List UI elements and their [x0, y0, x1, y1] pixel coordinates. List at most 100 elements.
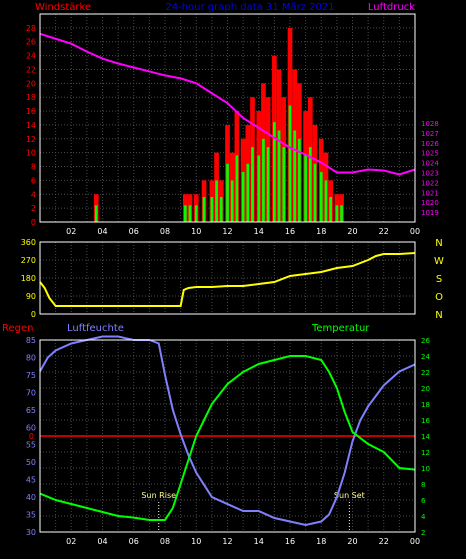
y2-tick-label: 2: [421, 529, 425, 537]
y2-tick-label: 16: [421, 417, 430, 425]
y-tick-label: 6: [31, 176, 36, 185]
wind-title: Windstärke: [35, 2, 91, 13]
wind-chart-frame: [39, 13, 416, 223]
y-tick-label: 70: [26, 388, 36, 397]
direction-chart-frame: [39, 241, 416, 315]
y2-tick-label: 1023: [421, 169, 439, 177]
humidity-title: Luftfeuchte: [67, 323, 124, 334]
y2-tick-label: 4: [421, 513, 426, 521]
wind-speed-bar: [335, 205, 339, 222]
y2-tick-label: 1024: [421, 160, 439, 168]
wind-speed-bar: [94, 205, 98, 222]
x-tick-label: 08: [160, 227, 170, 236]
y-tick-label: 12: [26, 135, 36, 144]
wind-speed-bar: [304, 155, 307, 222]
wind-speed-bar: [251, 147, 254, 222]
wind-speed-bar: [308, 147, 312, 222]
y2-tick-label: 1019: [421, 209, 439, 217]
y-tick-label: 180: [21, 274, 36, 283]
y-tick-label: 14: [26, 121, 36, 130]
x-tick-label: 12: [222, 537, 232, 546]
x-tick-label: 10: [191, 227, 201, 236]
y2-tick-label: 22: [421, 369, 430, 377]
y-tick-label: 360: [21, 238, 36, 247]
wind-speed-bar: [235, 155, 239, 222]
y-tick-label: 26: [26, 38, 36, 47]
y-tick-label: 60: [26, 423, 36, 432]
y-tick-label: 16: [26, 107, 36, 116]
y-tick-label: 65: [26, 406, 36, 415]
wind-speed-bar: [324, 180, 328, 222]
x-tick-label: 18: [316, 227, 326, 236]
x-tick-label: 04: [97, 227, 107, 236]
y-tick-label: 75: [26, 371, 36, 380]
temperature-title: Temperatur: [311, 323, 370, 334]
wind-speed-bar: [230, 180, 234, 222]
humidity-line: [39, 335, 416, 527]
x-tick-label: 12: [222, 227, 232, 236]
y2-tick-label: 12: [421, 449, 430, 457]
y-tick-label: 35: [26, 511, 36, 520]
wind-speed-bar: [226, 163, 229, 222]
x-tick-label: 00: [410, 537, 420, 546]
rain-title: Regen: [2, 323, 34, 334]
y-tick-label: 28: [26, 24, 36, 33]
wind-speed-bar: [277, 130, 281, 222]
humidity-temperature-chart: 3035404550556065707580852468101214161820…: [26, 335, 430, 546]
y2-tick-label: 1022: [421, 179, 439, 187]
x-tick-label: 22: [379, 537, 389, 546]
x-tick-label: 08: [160, 537, 170, 546]
x-tick-label: 06: [129, 537, 139, 546]
wind-speed-bar: [340, 205, 343, 222]
y2-tick-label: 10: [421, 465, 430, 473]
wind-speed-bar: [288, 105, 292, 222]
pressure-line: [39, 32, 416, 176]
wind-speed-bar: [257, 155, 261, 222]
sunrise-label: Sun Rise: [141, 491, 176, 500]
y2-tick-label: 1021: [421, 189, 439, 197]
wind-speed-bar: [329, 197, 332, 222]
y2-tick-label: 1025: [421, 150, 439, 158]
y-tick-label: 80: [26, 353, 36, 362]
y-tick-label: 4: [31, 190, 36, 199]
x-tick-label: 04: [97, 537, 107, 546]
graph-date-title: 24-hour graph data 31 März 2021: [165, 2, 334, 13]
y-tick-label: 40: [26, 493, 36, 502]
y-tick-label: 0: [31, 218, 36, 227]
x-tick-label: 02: [66, 537, 76, 546]
x-tick-label: 20: [347, 227, 357, 236]
x-tick-label: 14: [254, 537, 264, 546]
temperature-line: [39, 355, 416, 521]
compass-label: W: [434, 256, 444, 267]
x-tick-label: 22: [379, 227, 389, 236]
y2-tick-label: 26: [421, 337, 430, 345]
y2-tick-label: 1020: [421, 199, 439, 207]
y-tick-label: 24: [26, 52, 36, 61]
wind-speed-bar: [215, 180, 218, 222]
y-tick-label: 30: [26, 528, 36, 537]
y-tick-label: 18: [26, 93, 36, 102]
direction-line: [39, 252, 416, 307]
wind-speed-bar: [266, 147, 270, 222]
pressure-title: Luftdruck: [368, 2, 415, 13]
rain-zero-label: 0: [29, 432, 34, 441]
wind-speed-bar: [313, 163, 317, 222]
y-tick-label: 90: [26, 292, 36, 301]
wind-speed-bar: [273, 122, 276, 222]
y-tick-label: 50: [26, 458, 36, 467]
y-tick-label: 2: [31, 204, 36, 213]
y-tick-label: 270: [21, 256, 36, 265]
x-tick-label: 18: [316, 537, 326, 546]
y2-tick-label: 1028: [421, 120, 439, 128]
wind-speed-bar: [298, 138, 301, 222]
wind-speed-bar: [241, 172, 245, 222]
y-tick-label: 45: [26, 476, 36, 485]
x-tick-label: 06: [129, 227, 139, 236]
wind-speed-bar: [194, 205, 198, 222]
wind-speed-bar: [183, 205, 187, 222]
compass-label: S: [436, 274, 442, 285]
x-tick-label: 14: [254, 227, 264, 236]
